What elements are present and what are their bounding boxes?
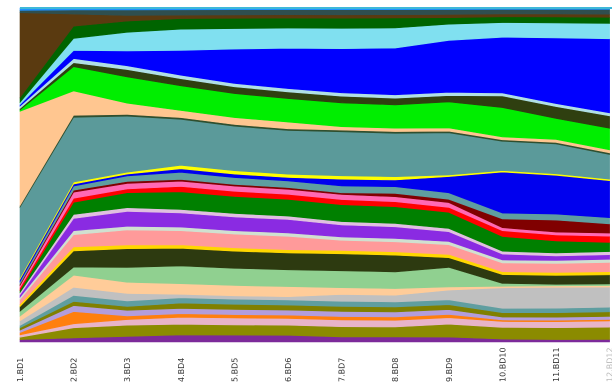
x-tick-label: 12.BD12 bbox=[606, 347, 612, 382]
x-tick-label: 7.BD7 bbox=[338, 358, 347, 382]
x-axis: 1.BD1 2.BD2 3.BD3 4.BD4 5.BD5 6.BD6 7.BD7 8.BD8… bbox=[16, 347, 612, 382]
x-tick-label: 6.BD6 bbox=[284, 358, 293, 382]
x-tick-label: 5.BD5 bbox=[230, 358, 239, 382]
x-tick-label: 1.BD1 bbox=[16, 358, 25, 382]
x-tick-label: 8.BD8 bbox=[391, 358, 400, 382]
x-tick-label: 9.BD9 bbox=[445, 358, 454, 382]
x-tick-label: 2.BD2 bbox=[70, 358, 79, 382]
x-tick-label: 11.BD11 bbox=[552, 347, 561, 382]
x-tick-label: 3.BD3 bbox=[123, 358, 132, 382]
x-tick-label: 10.BD10 bbox=[498, 347, 507, 382]
x-tick-label: 4.BD4 bbox=[177, 358, 186, 382]
area-layer bbox=[19, 7, 612, 343]
